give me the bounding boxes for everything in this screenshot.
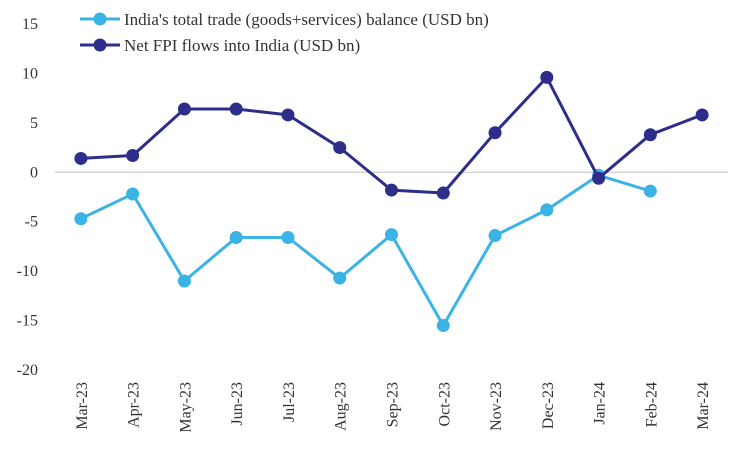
x-tick-label: Jul-23 <box>281 382 298 422</box>
series-line-1 <box>79 75 704 195</box>
data-point-series-1 <box>643 128 657 142</box>
data-point-series-1 <box>333 141 347 155</box>
legend-label-0: India's total trade (goods+services) bal… <box>124 10 489 29</box>
series-line-0 <box>79 173 652 327</box>
data-point-series-0 <box>74 212 88 226</box>
series-lines <box>74 70 709 333</box>
data-point-series-1 <box>229 102 243 116</box>
x-tick-label: Mar-23 <box>74 382 91 430</box>
data-point-series-1 <box>177 102 191 116</box>
y-tick-label: -15 <box>17 313 38 330</box>
x-tick-label: Mar-24 <box>695 382 712 430</box>
data-point-series-0 <box>281 231 295 245</box>
x-tick-label: Jan-24 <box>592 382 609 425</box>
data-point-series-1 <box>488 126 502 140</box>
y-tick-label: 15 <box>22 16 38 33</box>
legend-marker-0 <box>93 12 107 26</box>
data-point-series-1 <box>540 70 554 84</box>
data-point-series-1 <box>74 151 88 165</box>
x-tick-label: Nov-23 <box>488 382 505 431</box>
x-tick-label: Feb-24 <box>643 382 660 427</box>
x-tick-label: Jun-23 <box>229 382 246 426</box>
data-point-series-0 <box>643 184 657 198</box>
data-point-series-0 <box>177 274 191 288</box>
x-tick-label: Oct-23 <box>436 382 453 426</box>
y-tick-label: -10 <box>17 263 38 280</box>
data-point-series-1 <box>436 186 450 200</box>
y-tick-label: 5 <box>30 115 38 132</box>
data-point-series-0 <box>540 203 554 217</box>
y-tick-label: 10 <box>22 65 38 82</box>
legend-label-1: Net FPI flows into India (USD bn) <box>124 36 360 55</box>
x-tick-label: Aug-23 <box>333 382 350 431</box>
x-tick-label: May-23 <box>177 382 194 433</box>
data-point-series-0 <box>333 271 347 285</box>
y-tick-label: -5 <box>25 214 38 231</box>
x-tick-label: Sep-23 <box>385 382 402 427</box>
data-point-series-1 <box>695 108 709 122</box>
y-tick-label: 0 <box>30 164 38 181</box>
data-point-series-1 <box>126 148 140 162</box>
legend: India's total trade (goods+services) bal… <box>80 10 489 55</box>
axes: -20 -15 -10 -5 0 5 10 15 Mar-23 Apr-23 May-23 Jun-2… <box>17 16 728 433</box>
data-point-series-0 <box>385 228 398 242</box>
x-tick-label: Dec-23 <box>540 382 557 429</box>
data-point-series-0 <box>436 319 450 333</box>
data-point-series-0 <box>126 187 140 201</box>
legend-marker-1 <box>93 38 107 52</box>
data-point-series-0 <box>229 231 243 245</box>
y-tick-label: -20 <box>17 362 38 379</box>
data-point-series-0 <box>488 229 502 243</box>
data-point-series-1 <box>385 183 398 197</box>
data-point-series-1 <box>592 171 606 185</box>
x-tick-label: Apr-23 <box>126 382 143 428</box>
data-point-series-1 <box>281 108 295 122</box>
